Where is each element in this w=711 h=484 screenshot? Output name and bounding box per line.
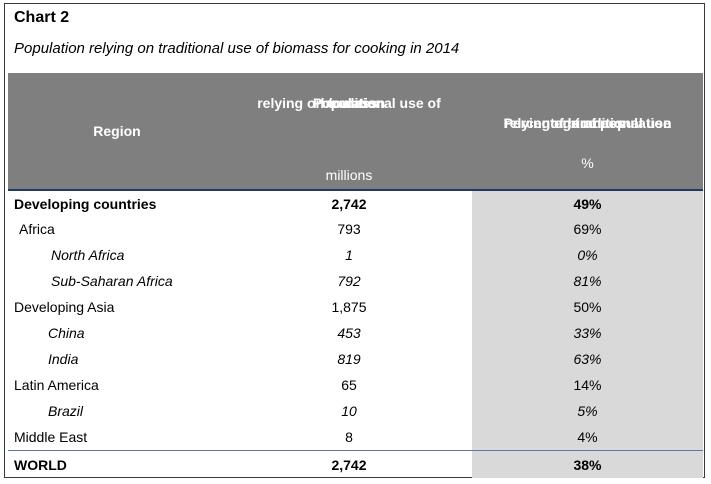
row-percentage: 14% — [472, 372, 703, 398]
row-population: 819 — [337, 351, 361, 367]
row-percentage: 0% — [472, 242, 703, 268]
row-region: Developing countries — [8, 189, 226, 216]
row-percentage: 50% — [472, 294, 703, 320]
row-population: 2,742 — [226, 189, 472, 216]
header-percentage-line: relying on traditional use — [504, 115, 671, 131]
row-region: Middle East — [14, 429, 88, 445]
header-region: Region — [8, 73, 226, 190]
chart-subtitle: Population relying on traditional use of… — [14, 40, 460, 57]
biomass-table: Region Population relying on traditional… — [8, 73, 703, 478]
row-population: 65 — [341, 377, 357, 393]
row-population: 1 — [345, 247, 353, 263]
row-region: Developing Asia — [14, 299, 115, 315]
row-region: Brazil — [48, 403, 84, 419]
row-region: Latin America — [14, 377, 99, 393]
table-row: Middle East 8 4% — [8, 424, 703, 451]
header-row: Region Population relying on traditional… — [8, 73, 703, 190]
row-population: 2,742 — [226, 450, 472, 478]
row-population: 10 — [341, 403, 357, 419]
table-row: Sub-Saharan Africa 792 81% — [8, 268, 703, 294]
table-row: Brazil 10 5% — [8, 398, 703, 424]
header-percentage-line: of biomass — [550, 115, 625, 131]
row-percentage: 69% — [472, 216, 703, 242]
header-percentage-unit: % — [581, 155, 594, 171]
table-row: China 453 33% — [8, 320, 703, 346]
row-percentage: 81% — [472, 268, 703, 294]
header-population-line: biomass — [320, 95, 378, 111]
row-percentage: 38% — [472, 450, 703, 478]
header-population-unit: millions — [325, 167, 373, 183]
table-row: Africa 793 69% — [8, 216, 703, 242]
header-percentage-line: Percentage of population — [503, 115, 672, 131]
row-percentage: 63% — [472, 346, 703, 372]
row-region: WORLD — [8, 450, 226, 478]
table-row: Latin America 65 14% — [8, 372, 703, 398]
header-percentage: Percentage of population relying on trad… — [472, 73, 703, 190]
row-percentage: 4% — [472, 424, 703, 451]
table-row-world: WORLD 2,742 38% — [8, 450, 703, 478]
header-population: Population relying on traditional use of… — [226, 73, 472, 190]
row-percentage: 33% — [472, 320, 703, 346]
row-population: 793 — [337, 221, 361, 237]
row-population: 453 — [337, 325, 361, 341]
table-row: Developing countries 2,742 49% — [8, 189, 703, 216]
row-region: Sub-Saharan Africa — [51, 273, 173, 289]
row-percentage: 49% — [472, 189, 703, 216]
chart-frame: Chart 2 Population relying on traditiona… — [4, 3, 705, 478]
table-row: India 819 63% — [8, 346, 703, 372]
row-region: India — [48, 351, 79, 367]
row-population: 8 — [345, 429, 353, 445]
header-population-line: relying on traditional use of — [257, 95, 441, 111]
table-row: North Africa 1 0% — [8, 242, 703, 268]
chart-label: Chart 2 — [14, 9, 70, 26]
row-percentage: 5% — [472, 398, 703, 424]
row-region: Africa — [19, 221, 55, 237]
table-row: Developing Asia 1,875 50% — [8, 294, 703, 320]
row-region: North Africa — [51, 247, 125, 263]
row-population: 1,875 — [331, 299, 367, 315]
header-population-line: Population — [312, 95, 386, 111]
row-population: 792 — [337, 273, 361, 289]
row-region: China — [48, 325, 85, 341]
